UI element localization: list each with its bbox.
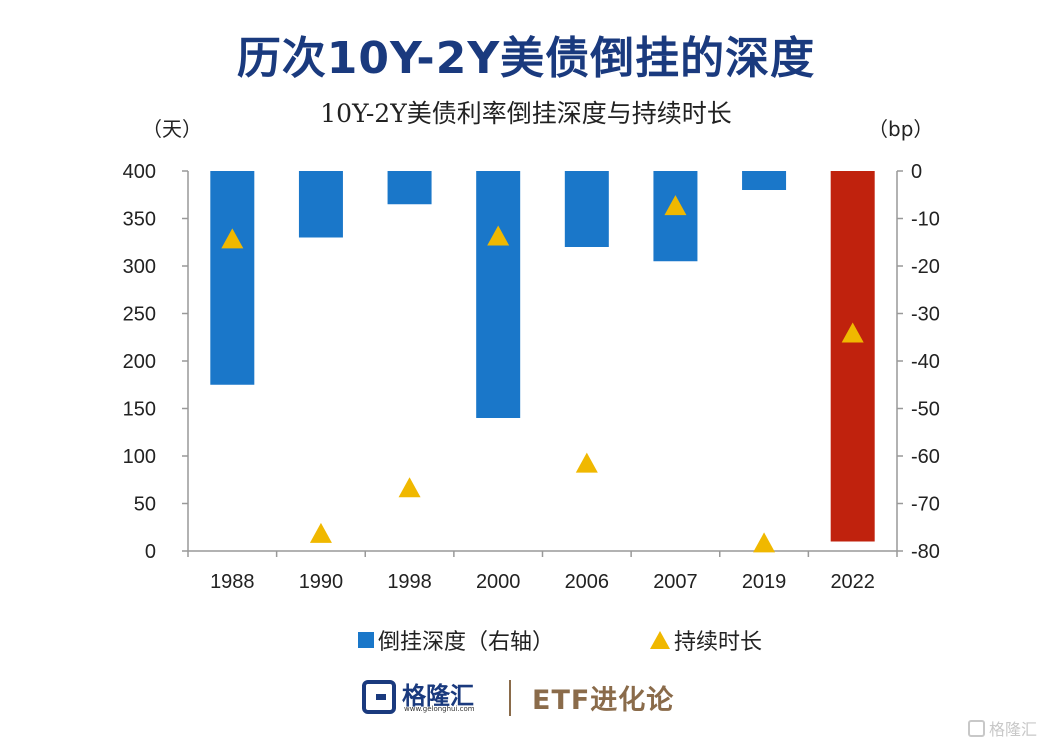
x-tick-label: 2007 xyxy=(653,571,698,593)
marker-series xyxy=(221,195,864,553)
x-tick-label: 2000 xyxy=(476,571,521,593)
x-tick-label: 2006 xyxy=(565,571,610,593)
legend-label-depth: 倒挂深度（右轴） xyxy=(378,630,555,655)
chart-axes xyxy=(182,170,903,557)
y-right-tick-label: -70 xyxy=(911,494,940,516)
bar-series xyxy=(210,171,875,542)
x-tick-label: 1990 xyxy=(299,571,344,593)
bar-2000 xyxy=(476,171,521,418)
y-left-tick-label: 200 xyxy=(123,351,156,373)
y-right-tick-label: -80 xyxy=(911,541,940,563)
x-tick-label: 1998 xyxy=(387,571,432,593)
logo-text: 格隆汇 xyxy=(402,682,474,710)
y-right-tick-label: -20 xyxy=(911,256,940,278)
legend-label-duration: 持续时长 xyxy=(674,630,763,655)
footer-divider xyxy=(509,680,511,716)
y-left-tick-label: 350 xyxy=(123,209,156,231)
tick-labels: 400 350 300 250 200 150 100 50 0 0 -10 -20 -30 -40 -50… xyxy=(123,161,940,593)
y-right-tick-label: -10 xyxy=(911,209,940,231)
bar-2006 xyxy=(564,171,609,247)
y-right-tick-label: -30 xyxy=(911,304,940,326)
logo-url: www.gelonghui.com xyxy=(404,705,475,713)
legend: 倒挂深度（右轴） 持续时长 xyxy=(0,624,1052,658)
footer: 格隆汇 www.gelonghui.com ETF进化论 xyxy=(0,674,1052,718)
y-left-tick-label: 300 xyxy=(123,256,156,278)
bar-1998 xyxy=(387,171,432,205)
y-axis-left-label: （天） xyxy=(142,117,202,141)
legend-triangle-icon xyxy=(650,631,670,649)
y-right-tick-label: -40 xyxy=(911,351,940,373)
x-tick-label: 1988 xyxy=(210,571,255,593)
y-left-tick-label: 0 xyxy=(145,541,156,563)
x-tick-label: 2019 xyxy=(742,571,787,593)
legend-swatch-bar xyxy=(358,632,374,648)
bar-2007 xyxy=(653,171,698,262)
y-left-tick-label: 100 xyxy=(123,446,156,468)
marker-1998 xyxy=(398,477,421,498)
bar-1990 xyxy=(298,171,343,238)
y-left-tick-label: 250 xyxy=(123,304,156,326)
marker-2000 xyxy=(487,225,510,246)
gelonghui-logo-icon xyxy=(362,680,396,714)
watermark-logo-icon xyxy=(968,719,985,737)
marker-2006 xyxy=(575,452,598,473)
watermark: 格隆汇 xyxy=(968,716,1037,740)
bar-1988 xyxy=(210,171,255,385)
y-left-tick-label: 150 xyxy=(123,399,156,421)
chart-title: 历次10Y-2Y美债倒挂的深度 xyxy=(236,33,816,84)
marker-2022 xyxy=(841,322,864,343)
marker-2019 xyxy=(753,532,776,553)
brand-text: ETF进化论 xyxy=(532,685,675,716)
bar-2019 xyxy=(742,171,787,190)
y-right-tick-label: 0 xyxy=(911,161,922,183)
y-axis-right-label: （bp） xyxy=(868,117,933,141)
y-left-tick-label: 50 xyxy=(134,494,156,516)
chart-svg: 400 350 300 250 200 150 100 50 0 0 -10 -20 -30 -40 -50… xyxy=(123,117,940,593)
bar-2022 xyxy=(830,171,875,542)
marker-1988 xyxy=(221,228,244,249)
y-right-tick-label: -60 xyxy=(911,446,940,468)
y-right-tick-label: -50 xyxy=(911,399,940,421)
watermark-text: 格隆汇 xyxy=(989,720,1038,739)
marker-2007 xyxy=(664,195,687,216)
x-tick-label: 2022 xyxy=(830,571,875,593)
y-left-tick-label: 400 xyxy=(123,161,156,183)
legend-item-duration: 持续时长 xyxy=(650,624,762,656)
legend-item-depth: 倒挂深度（右轴） xyxy=(358,624,554,656)
chart-subtitle: 10Y-2Y美债利率倒挂深度与持续时长 xyxy=(320,99,732,128)
marker-1990 xyxy=(309,522,332,543)
